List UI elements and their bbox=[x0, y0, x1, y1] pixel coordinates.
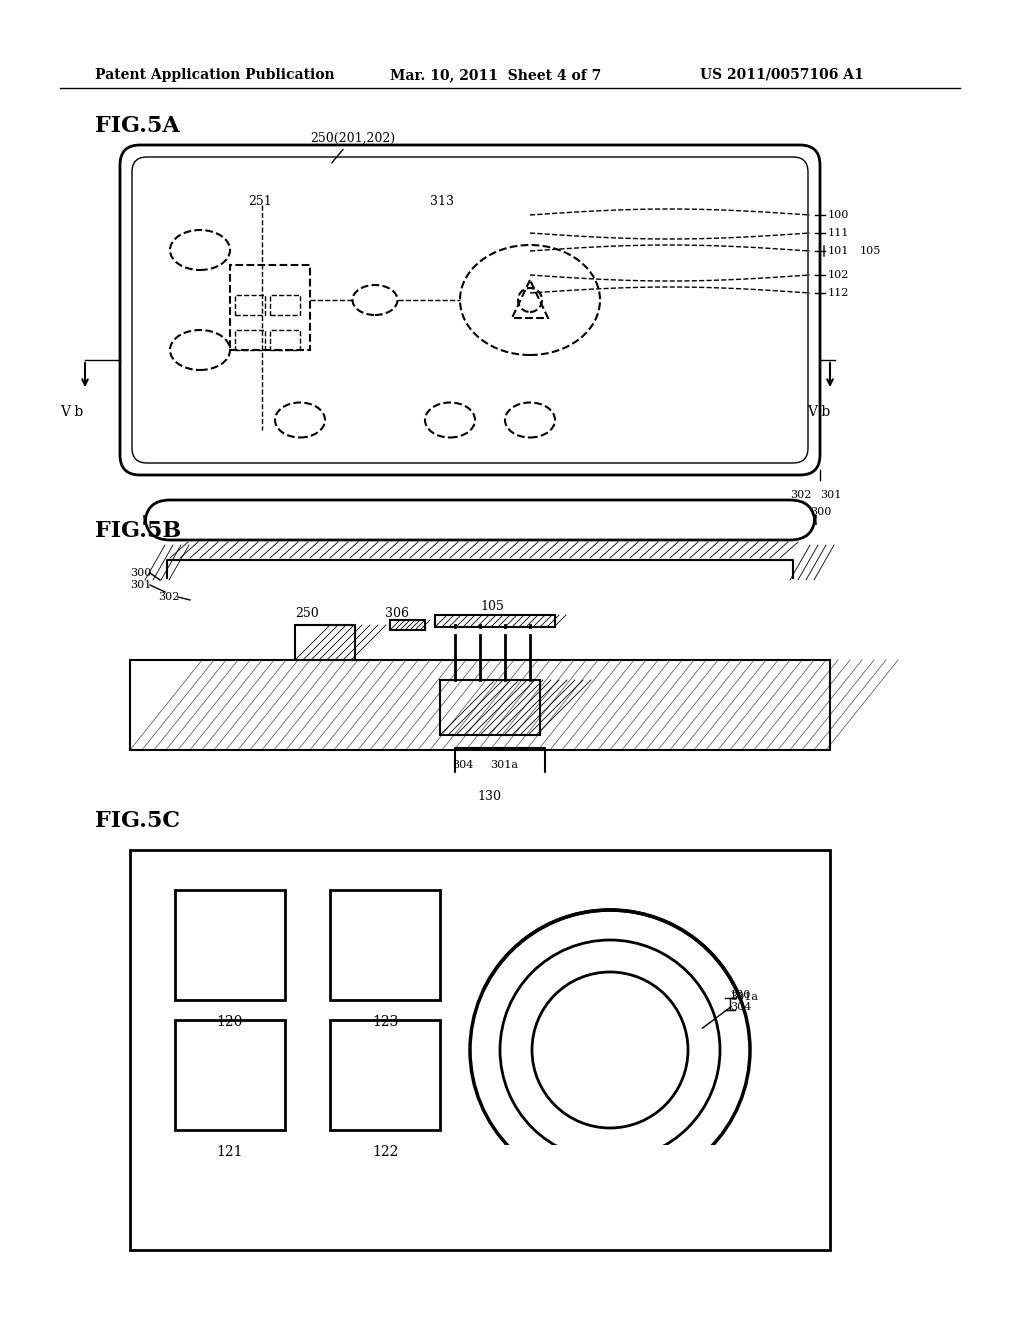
Text: 105: 105 bbox=[480, 601, 504, 612]
Text: 302: 302 bbox=[790, 490, 811, 500]
Bar bbox=[167, 560, 793, 578]
Bar bbox=[440, 680, 540, 735]
Text: 301: 301 bbox=[820, 490, 842, 500]
Text: 250: 250 bbox=[295, 607, 318, 620]
Text: 304: 304 bbox=[730, 1002, 752, 1012]
FancyBboxPatch shape bbox=[120, 145, 820, 475]
Text: 301a: 301a bbox=[702, 993, 758, 1028]
Circle shape bbox=[532, 972, 688, 1129]
FancyBboxPatch shape bbox=[145, 500, 815, 540]
Text: 100: 100 bbox=[828, 210, 849, 220]
Bar bbox=[330, 890, 440, 1001]
Text: 121: 121 bbox=[217, 1144, 244, 1159]
Text: Mar. 10, 2011  Sheet 4 of 7: Mar. 10, 2011 Sheet 4 of 7 bbox=[390, 69, 601, 82]
Bar bbox=[270, 330, 300, 350]
Text: 301: 301 bbox=[130, 579, 152, 590]
Text: V b: V b bbox=[807, 405, 830, 418]
Text: V b: V b bbox=[60, 405, 83, 418]
Circle shape bbox=[500, 940, 720, 1160]
Bar bbox=[390, 620, 425, 630]
Bar bbox=[465, 1144, 755, 1195]
Bar bbox=[330, 1020, 440, 1130]
Bar bbox=[130, 850, 830, 1250]
Bar bbox=[270, 294, 300, 315]
Bar bbox=[435, 615, 555, 627]
Text: 301a: 301a bbox=[490, 760, 518, 770]
Text: 313: 313 bbox=[430, 195, 454, 209]
Text: 105: 105 bbox=[860, 246, 882, 256]
Text: 250(201,202): 250(201,202) bbox=[310, 132, 395, 162]
Text: FIG.5A: FIG.5A bbox=[95, 115, 180, 137]
Text: 112: 112 bbox=[828, 288, 849, 298]
Bar bbox=[175, 1020, 285, 1130]
Bar bbox=[295, 624, 355, 660]
Text: Patent Application Publication: Patent Application Publication bbox=[95, 69, 335, 82]
Text: 120: 120 bbox=[217, 1015, 243, 1030]
Text: 300: 300 bbox=[810, 507, 831, 517]
Text: 130: 130 bbox=[730, 990, 752, 1001]
Text: US 2011/0057106 A1: US 2011/0057106 A1 bbox=[700, 69, 864, 82]
Text: FIG.5C: FIG.5C bbox=[95, 810, 180, 832]
Bar bbox=[234, 330, 265, 350]
Circle shape bbox=[470, 909, 750, 1191]
Text: 251: 251 bbox=[248, 195, 271, 209]
Bar bbox=[234, 294, 265, 315]
Bar bbox=[230, 265, 310, 350]
Bar bbox=[130, 660, 830, 750]
Text: 302: 302 bbox=[158, 591, 179, 602]
Text: 123: 123 bbox=[372, 1015, 398, 1030]
Text: 102: 102 bbox=[828, 271, 849, 280]
Text: 122: 122 bbox=[372, 1144, 398, 1159]
Text: 101: 101 bbox=[828, 246, 849, 256]
Bar bbox=[175, 890, 285, 1001]
Text: 300: 300 bbox=[130, 568, 152, 578]
Text: FIG.5B: FIG.5B bbox=[95, 520, 181, 543]
Text: 111: 111 bbox=[828, 228, 849, 238]
Text: 304: 304 bbox=[452, 760, 473, 770]
Text: 130: 130 bbox=[477, 789, 501, 803]
Text: 306: 306 bbox=[385, 607, 409, 620]
